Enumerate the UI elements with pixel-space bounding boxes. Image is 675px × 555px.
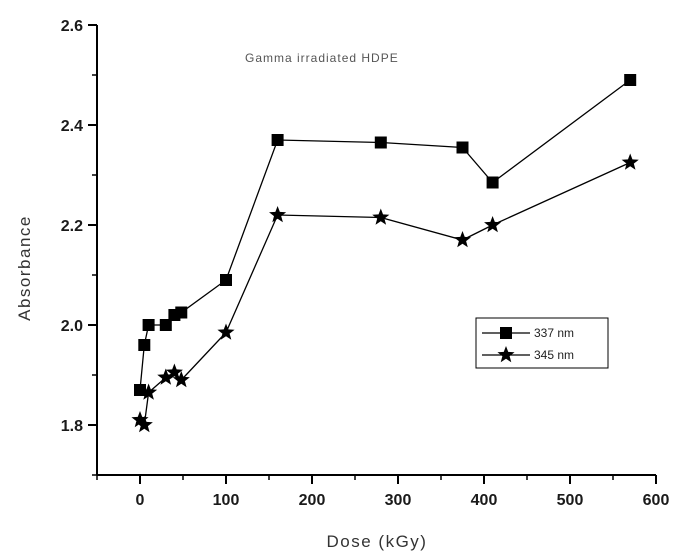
x-tick-label: 400 xyxy=(471,492,498,509)
data-point-345-nm xyxy=(484,216,502,233)
x-axis-title: Dose (kGy) xyxy=(327,532,428,551)
x-tick-label: 100 xyxy=(213,492,240,509)
data-point-337-nm xyxy=(220,274,232,286)
data-point-345-nm xyxy=(217,323,235,340)
x-tick-label: 300 xyxy=(385,492,412,509)
data-point-337-nm xyxy=(624,74,637,86)
data-point-345-nm xyxy=(165,363,183,380)
data-point-345-nm xyxy=(140,383,158,400)
x-tick-label: 0 xyxy=(136,492,145,509)
series-345-nm xyxy=(131,153,639,433)
legend-box xyxy=(475,317,609,369)
series-line-345-nm xyxy=(139,161,631,427)
y-tick-label: 1.8 xyxy=(61,418,83,435)
x-tick-label: 500 xyxy=(557,492,584,509)
y-tick-label: 2.2 xyxy=(61,218,83,235)
data-point-337-nm xyxy=(175,306,188,319)
data-point-345-nm xyxy=(372,208,390,225)
data-point-337-nm xyxy=(159,319,172,331)
data-point-345-nm xyxy=(157,368,175,385)
data-point-345-nm xyxy=(135,416,153,433)
data-point-345-nm xyxy=(453,231,472,248)
data-point-337-nm xyxy=(138,339,151,351)
axes: 0 100 200 300 400 500 600 1.8 2.0 2.2 2.4 2.6 xyxy=(61,18,670,509)
series-layer xyxy=(131,74,639,433)
data-point-337-nm xyxy=(134,384,146,396)
data-point-337-nm xyxy=(486,176,499,189)
legend-label-345-nm: 345 nm xyxy=(534,348,574,362)
x-tick-label: 200 xyxy=(299,492,326,509)
y-tick-label: 2.6 xyxy=(61,18,83,35)
data-point-345-nm xyxy=(621,153,639,170)
data-point-337-nm xyxy=(456,141,469,154)
data-point-337-nm xyxy=(142,319,155,331)
legend: 337 nm 345 nm xyxy=(475,317,609,369)
legend-marker-345-nm xyxy=(497,346,515,363)
x-tick-label: 600 xyxy=(643,492,670,509)
series-337-nm xyxy=(134,74,637,396)
data-point-345-nm xyxy=(172,371,190,388)
data-point-345-nm xyxy=(131,411,149,428)
legend-label-337-nm: 337 nm xyxy=(534,326,574,340)
data-point-345-nm xyxy=(269,206,287,223)
y-tick-label: 2.0 xyxy=(61,318,83,335)
data-point-337-nm xyxy=(271,134,284,146)
y-axis-title: Absorbance xyxy=(15,215,34,321)
legend-marker-337-nm xyxy=(500,327,512,339)
chart-title: Gamma irradiated HDPE xyxy=(245,51,399,65)
y-tick-label: 2.4 xyxy=(61,118,83,135)
data-point-337-nm xyxy=(374,136,387,149)
